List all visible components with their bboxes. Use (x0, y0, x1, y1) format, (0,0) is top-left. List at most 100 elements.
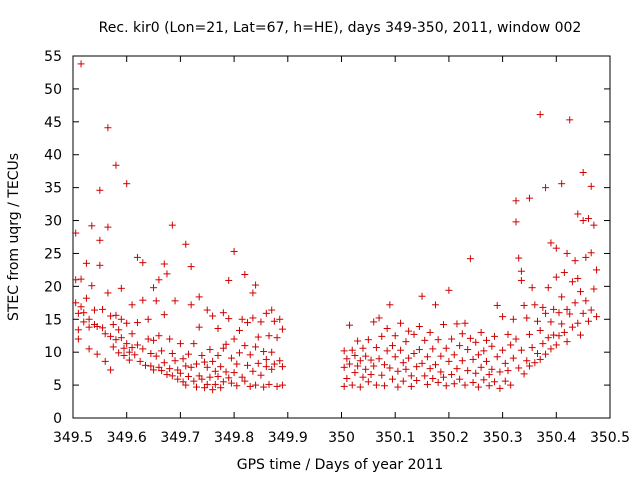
data-point (480, 376, 488, 384)
data-point (187, 263, 195, 271)
data-point (268, 348, 276, 356)
data-point (252, 381, 260, 389)
data-point (426, 328, 434, 336)
data-point (512, 218, 520, 226)
data-point (257, 371, 265, 379)
data-point (450, 351, 458, 359)
data-point (585, 215, 593, 223)
data-point (429, 375, 437, 383)
data-point (547, 318, 555, 326)
data-point (587, 182, 595, 190)
data-point (249, 367, 257, 375)
data-point (539, 340, 547, 348)
data-point (133, 319, 141, 327)
y-tick-label: 10 (44, 345, 62, 361)
data-point (380, 382, 388, 390)
data-point (534, 317, 542, 325)
data-point (525, 330, 533, 338)
data-point (241, 271, 249, 279)
data-point (219, 344, 227, 352)
data-point (117, 284, 125, 292)
data-point (238, 315, 246, 323)
y-tick-label: 30 (44, 214, 62, 230)
data-point (211, 367, 219, 375)
data-point (190, 340, 198, 348)
data-point (252, 281, 260, 289)
data-point (536, 355, 544, 363)
data-point (115, 326, 123, 334)
data-point (278, 381, 286, 389)
data-point (144, 335, 152, 343)
data-point (74, 335, 82, 343)
data-point (499, 346, 507, 354)
data-point (493, 301, 501, 309)
data-point (566, 116, 574, 124)
data-point (107, 312, 115, 320)
data-point (399, 359, 407, 367)
data-point (112, 161, 120, 169)
data-point (437, 368, 445, 376)
data-point (375, 314, 383, 322)
data-point (442, 344, 450, 352)
data-point (442, 382, 450, 390)
data-point (273, 382, 281, 390)
data-point (217, 363, 225, 371)
y-tick-label: 0 (53, 411, 62, 427)
data-point (566, 310, 574, 318)
data-point (528, 284, 536, 292)
data-point (230, 247, 238, 255)
data-point (558, 320, 566, 328)
data-point (244, 319, 252, 327)
y-tick-label: 35 (44, 181, 62, 197)
data-point (507, 381, 515, 389)
data-point (222, 340, 230, 348)
data-point (249, 314, 257, 322)
data-point (171, 297, 179, 305)
chart-title: Rec. kir0 (Lon=21, Lat=67, h=HE), days 3… (99, 20, 582, 36)
data-point (517, 267, 525, 275)
data-point (488, 365, 496, 373)
data-point (233, 360, 241, 368)
data-point (139, 259, 147, 267)
data-point (72, 299, 80, 307)
data-point (241, 342, 249, 350)
data-point (174, 375, 182, 383)
data-point (364, 378, 372, 386)
data-point (85, 345, 93, 353)
data-point (550, 305, 558, 313)
data-point (112, 311, 120, 319)
data-point (372, 344, 380, 352)
data-point (117, 334, 125, 342)
data-point (367, 371, 375, 379)
data-point (389, 375, 397, 383)
data-point (193, 360, 201, 368)
data-point (544, 334, 552, 342)
data-point (276, 357, 284, 365)
data-point (528, 344, 536, 352)
data-point (343, 375, 351, 383)
data-point (351, 369, 359, 377)
data-point (464, 367, 472, 375)
data-point (265, 380, 273, 388)
data-point (179, 355, 187, 363)
data-point (235, 326, 243, 334)
data-point (184, 373, 192, 381)
data-point (491, 378, 499, 386)
data-point (550, 331, 558, 339)
data-point (517, 276, 525, 284)
data-point (523, 357, 531, 365)
data-point (480, 347, 488, 355)
data-point (262, 355, 270, 363)
x-tick-labels: 349.5 349.6 349.7 349.8 349.9 350 350.1 350.2 35… (53, 430, 630, 446)
data-point (536, 111, 544, 119)
data-point (155, 276, 163, 284)
data-point (364, 336, 372, 344)
data-point (515, 364, 523, 372)
data-point (520, 301, 528, 309)
data-point (421, 336, 429, 344)
data-point (413, 376, 421, 384)
data-point (107, 332, 115, 340)
data-point (423, 380, 431, 388)
data-point (391, 332, 399, 340)
data-point (456, 342, 464, 350)
